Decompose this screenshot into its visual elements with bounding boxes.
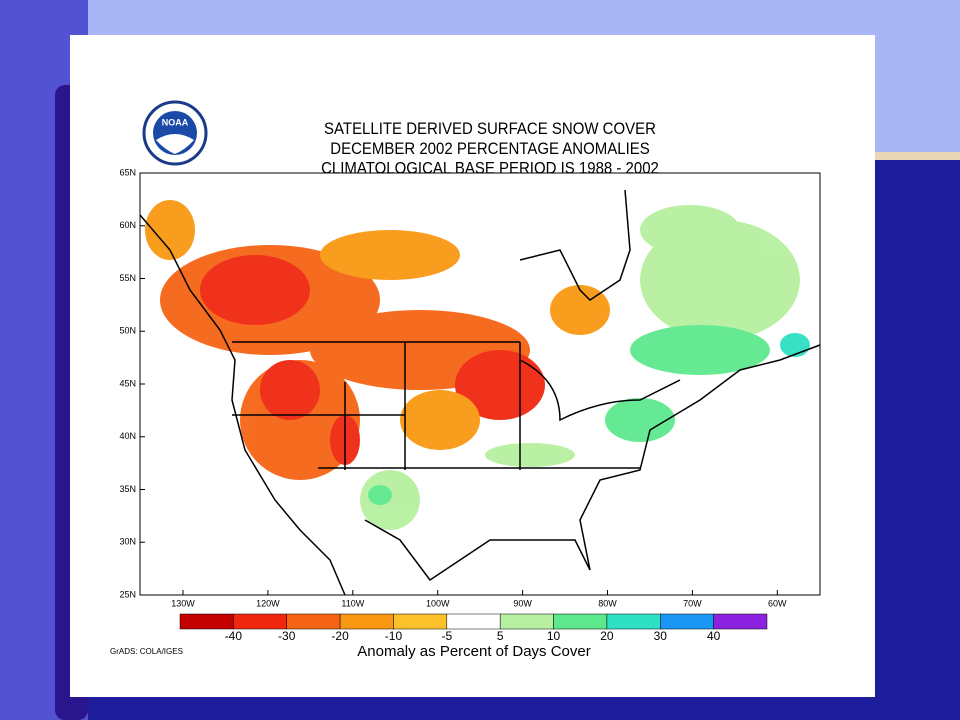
anomaly-patch [400,390,480,450]
colorbar-label: -20 [331,629,349,643]
title-line: DECEMBER 2002 PERCENTAGE ANOMALIES [330,140,649,158]
title-line: SATELLITE DERIVED SURFACE SNOW COVER [324,121,656,139]
coastline [139,214,346,596]
colorbar-title: Anomaly as Percent of Days Cover [357,643,590,660]
great-lakes [519,359,681,422]
colorbar-label: 5 [497,629,504,643]
lat-label: 25N [119,589,136,599]
axes: 65N 60N 55N 50N 45N 40N 35N 30N 25N 130W 120W 110W 1… [119,167,787,608]
colorbar-swatch [393,613,448,630]
anomaly-patch [485,443,575,467]
colorbar-swatch [339,613,394,630]
lat-label: 50N [119,326,136,336]
lat-label: 40N [119,431,136,441]
colorbar-label: -40 [225,629,243,643]
map-title: SATELLITE DERIVED SURFACE SNOW COVERDECE… [321,121,659,178]
colorbar-label: -10 [385,629,403,643]
colorbar-swatch [553,613,608,630]
anomaly-patch [145,200,195,260]
colorbar-swatch [660,613,714,630]
noaa-logo: NOAA [142,100,208,166]
colorbar-label: -5 [441,629,452,643]
lat-label: 45N [119,378,136,388]
lat-label: 35N [119,484,136,494]
lon-label: 90W [513,598,532,608]
map-area [139,172,821,596]
anomaly-patch [320,230,460,280]
colorbar-swatch [713,613,768,630]
colorbar-swatch [606,613,661,630]
hudson-bay [519,189,631,301]
colorbar-swatch [179,613,234,630]
anomaly-patch [780,333,810,357]
colorbar-label: 10 [547,629,561,643]
logo-gull [156,134,194,154]
state-borders [232,341,640,470]
lon-label: 120W [256,598,280,608]
colorbar-label: 20 [600,629,614,643]
colorbar-swatch [233,613,287,630]
colorbar-label: 30 [654,629,668,643]
credit: GrADS: COLA/IGES [110,647,183,656]
lat-label: 30N [119,537,136,547]
lat-label: 55N [119,273,136,283]
lon-label: 80W [598,598,617,608]
lat-label: 65N [119,167,136,177]
lon-label: 70W [683,598,702,608]
anomaly-patch [640,205,740,255]
lat-label: 60N [119,220,136,230]
accent-line [875,152,960,160]
logo-text: NOAA [162,117,189,127]
anomaly-patch [455,350,545,420]
colorbar-swatch [499,613,554,630]
anomaly-patch [605,398,675,442]
anomaly-patch [630,325,770,375]
lon-label: 130W [171,598,195,608]
coastlines [139,189,821,596]
anomaly-patch [260,360,320,420]
colorbar-label: -30 [278,629,296,643]
colorbar-label: 40 [707,629,721,643]
coastline [364,344,821,582]
anomaly-patch [368,485,392,505]
anomaly-patch [200,255,310,325]
colorbar: -40 -30 -20 -10 -5 5 10 20 30 40 Anomaly as Percen… [110,613,768,660]
colorbar-swatch [446,613,501,630]
colorbar-swatch [286,613,341,630]
lon-label: 110W [341,598,364,608]
lon-label: 100W [426,598,450,608]
lon-label: 60W [768,598,787,608]
anomaly-field [145,200,810,530]
